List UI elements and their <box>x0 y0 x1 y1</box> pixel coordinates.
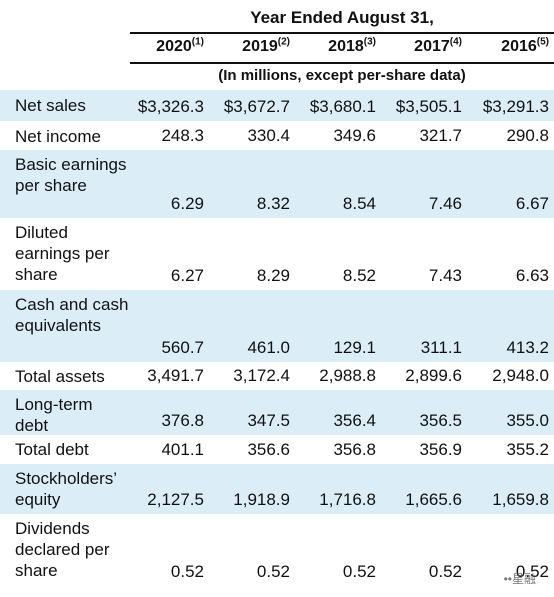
table-row: Cash and cash equivalents 560.7 461.0 129.1… <box>0 290 554 362</box>
table-cell: 0.52 <box>515 562 549 581</box>
table-cell: 356.9 <box>419 440 462 459</box>
table-cell: 290.8 <box>506 126 549 145</box>
table-cell: 0.52 <box>256 562 290 581</box>
table-cell: 8.52 <box>342 266 376 285</box>
year-column-header: 2016(5) <box>501 36 549 56</box>
table-row: Total debt 401.1 356.6 356.8 356.9 355.2 <box>0 435 554 464</box>
table-cell: 356.5 <box>419 411 462 430</box>
row-label: Stockholders’ equity <box>15 469 117 509</box>
table-cell: $3,672.7 <box>223 97 290 116</box>
year-footnote: (3) <box>363 36 376 48</box>
header-top-rule <box>130 32 554 34</box>
year-column-header: 2018(3) <box>328 36 376 56</box>
table-cell: 347.5 <box>247 411 290 430</box>
row-label: Dividends declared per share <box>15 519 110 580</box>
header-title: Year Ended August 31, <box>250 8 434 27</box>
table-cell: 1,659.8 <box>492 490 549 509</box>
table-cell: 2,988.8 <box>319 366 376 385</box>
table-cell: 6.67 <box>515 194 549 213</box>
table-cell: 7.43 <box>428 266 462 285</box>
table-cell: 356.6 <box>247 440 290 459</box>
row-label: Long-term debt <box>15 395 93 435</box>
table-cell: 560.7 <box>161 338 204 357</box>
table-cell: 248.3 <box>161 126 204 145</box>
table-cell: 356.8 <box>333 440 376 459</box>
table-cell: 129.1 <box>333 338 376 357</box>
table-cell: 6.63 <box>515 266 549 285</box>
table-row: Diluted earnings per share 6.27 8.29 8.52 7.… <box>0 218 554 290</box>
year-footnote: (1) <box>191 36 204 48</box>
year-label: 2016 <box>501 38 537 55</box>
table-cell: 1,918.9 <box>233 490 290 509</box>
table-cell: 355.0 <box>506 411 549 430</box>
table-cell: 311.1 <box>420 338 462 357</box>
year-footnote: (4) <box>449 36 462 48</box>
table-cell: $3,505.1 <box>395 97 462 116</box>
row-label: Net income <box>15 127 101 146</box>
table-cell: 3,172.4 <box>233 366 290 385</box>
table-row: Stockholders’ equity 2,127.5 1,918.9 1,716.… <box>0 464 554 514</box>
year-label: 2019 <box>242 38 278 55</box>
table-cell: 356.4 <box>333 411 376 430</box>
year-footnote: (5) <box>536 36 549 48</box>
table-row: Total assets 3,491.7 3,172.4 2,988.8 2,899.6… <box>0 362 554 390</box>
table-cell: 7.46 <box>428 194 462 213</box>
header-subtitle: (In millions, except per-share data) <box>218 67 466 84</box>
table-cell: 461.0 <box>247 338 290 357</box>
table-cell: 321.7 <box>419 126 462 145</box>
financial-table: Net sales $3,326.3 $3,672.7 $3,680.1 $3,505.… <box>0 90 554 586</box>
year-label: 2020 <box>156 38 192 55</box>
year-label: 2018 <box>328 38 364 55</box>
table-cell: 2,127.5 <box>147 490 204 509</box>
table-cell: 376.8 <box>161 411 204 430</box>
header-bottom-rule <box>130 62 554 64</box>
table-row: Dividends declared per share 0.52 0.52 0.52… <box>0 514 554 586</box>
table-row: Long-term debt 376.8 347.5 356.4 356.5 355.0 <box>0 390 554 435</box>
table-cell: 413.2 <box>506 338 549 357</box>
year-column-header: 2019(2) <box>242 36 290 56</box>
table-cell: 349.6 <box>333 126 376 145</box>
table-cell: 330.4 <box>247 126 290 145</box>
year-column-header: 2017(4) <box>414 36 462 56</box>
watermark-logo: ••星融 <box>503 572 536 586</box>
table-row: Basic earnings per share 6.29 8.32 8.54 7.46… <box>0 150 554 218</box>
table-cell: 0.52 <box>428 562 462 581</box>
row-label: Net sales <box>15 96 86 115</box>
table-cell: $3,680.1 <box>309 97 376 116</box>
table-cell: 8.54 <box>342 194 376 213</box>
table-cell: $3,326.3 <box>137 97 204 116</box>
row-label: Cash and cash equivalents <box>15 295 129 335</box>
table-cell: 8.29 <box>256 266 290 285</box>
table-cell: 8.32 <box>256 194 290 213</box>
year-header-row: 2020(1) 2019(2) 2018(3) 2017(4) 2016(5) <box>0 36 554 62</box>
table-cell: 1,716.8 <box>319 490 376 509</box>
table-row: Net income 248.3 330.4 349.6 321.7 290.8 <box>0 121 554 150</box>
row-label: Total debt <box>15 440 89 459</box>
table-cell: 2,899.6 <box>405 366 462 385</box>
table-cell: 1,665.6 <box>405 490 462 509</box>
table-cell: 355.2 <box>506 440 549 459</box>
table-cell: 2,948.0 <box>492 366 549 385</box>
row-label: Basic earnings per share <box>15 155 127 195</box>
year-footnote: (2) <box>277 36 290 48</box>
row-label: Diluted earnings per share <box>15 223 110 284</box>
row-label: Total assets <box>15 367 105 386</box>
table-cell: 401.1 <box>161 440 204 459</box>
table-cell: 6.29 <box>170 194 204 213</box>
table-cell: 3,491.7 <box>147 366 204 385</box>
table-row: Net sales $3,326.3 $3,672.7 $3,680.1 $3,505.… <box>0 90 554 121</box>
year-label: 2017 <box>414 38 450 55</box>
table-cell: 0.52 <box>170 562 204 581</box>
year-column-header: 2020(1) <box>156 36 204 56</box>
table-cell: 0.52 <box>342 562 376 581</box>
table-cell: 6.27 <box>170 266 204 285</box>
table-cell: $3,291.3 <box>482 97 549 116</box>
